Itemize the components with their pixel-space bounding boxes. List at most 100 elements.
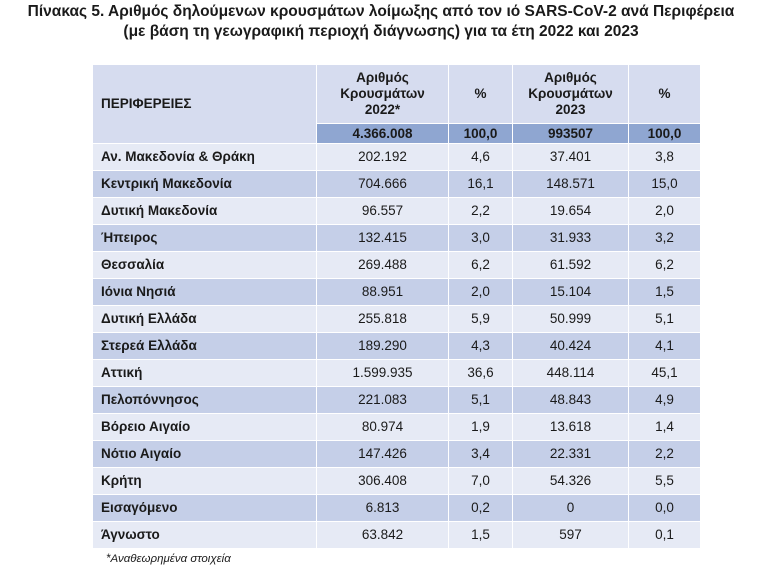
pct-2022-cell: 7,0 [448,467,513,495]
pct-2022-cell: 3,4 [448,440,513,468]
region-cell: Άγνωστο [92,521,317,549]
pct-2023-cell: 5,1 [628,305,701,333]
cases-2023-cell: 148.571 [512,170,629,198]
region-cell: Ιόνια Νησιά [92,278,317,306]
cases-2023-cell: 0 [512,494,629,522]
region-cell: Νότιο Αιγαίο [92,440,317,468]
pct-2023-cell: 1,5 [628,278,701,306]
table-row: Αν. Μακεδονία & Θράκη 202.192 4,6 37.401 3,8 [92,143,701,171]
pct-2023-cell: 3,8 [628,143,701,171]
cases-2023-cell: 22.331 [512,440,629,468]
header-region: ΠΕΡΙΦΕΡΕΙΕΣ [92,64,317,144]
header-pct-2023: % [628,64,701,124]
pct-2022-cell: 1,9 [448,413,513,441]
cases-2023-cell: 13.618 [512,413,629,441]
pct-2023-cell: 4,1 [628,332,701,360]
pct-2022-cell: 6,2 [448,251,513,279]
pct-2022-cell: 3,0 [448,224,513,252]
table-row: Πελοπόννησος 221.083 5,1 48.843 4,9 [92,386,701,414]
pct-2023-cell: 2,2 [628,440,701,468]
cases-2022-cell: 704.666 [316,170,449,198]
table-title: Πίνακας 5. Αριθμός δηλούμενων κρουσμάτων… [0,2,762,42]
table-row: Βόρειο Αιγαίο 80.974 1,9 13.618 1,4 [92,413,701,441]
cases-2022-cell: 306.408 [316,467,449,495]
cases-2022-cell: 6.813 [316,494,449,522]
region-cell: Δυτική Μακεδονία [92,197,317,225]
table-row: Κρήτη 306.408 7,0 54.326 5,5 [92,467,701,495]
pct-2023-cell: 3,2 [628,224,701,252]
table-row: Ήπειρος 132.415 3,0 31.933 3,2 [92,224,701,252]
cases-2022-cell: 202.192 [316,143,449,171]
cases-2022-cell: 1.599.935 [316,359,449,387]
cases-2022-cell: 189.290 [316,332,449,360]
total-pct-2022: 100,0 [448,123,513,144]
cases-2022-cell: 80.974 [316,413,449,441]
cases-2022-cell: 147.426 [316,440,449,468]
cases-2022-cell: 96.557 [316,197,449,225]
region-cell: Βόρειο Αιγαίο [92,413,317,441]
cases-2022-cell: 255.818 [316,305,449,333]
pct-2022-cell: 2,0 [448,278,513,306]
cases-2023-cell: 40.424 [512,332,629,360]
pct-2023-cell: 5,5 [628,467,701,495]
table-row: Δυτική Ελλάδα 255.818 5,9 50.999 5,1 [92,305,701,333]
total-cases-2023: 993507 [512,123,629,144]
cases-2023-cell: 54.326 [512,467,629,495]
cases-2023-cell: 31.933 [512,224,629,252]
header-pct-2022: % [448,64,513,124]
title-line-2: (με βάση τη γεωγραφική περιοχή διάγνωσης… [123,23,639,40]
header-cases-2023: Αριθμός Κρουσμάτων 2023 [512,64,629,124]
cases-2023-cell: 15.104 [512,278,629,306]
region-cell: Θεσσαλία [92,251,317,279]
region-cell: Αττική [92,359,317,387]
pct-2022-cell: 4,6 [448,143,513,171]
pct-2023-cell: 15,0 [628,170,701,198]
table-row: Άγνωστο 63.842 1,5 597 0,1 [92,521,701,549]
pct-2022-cell: 16,1 [448,170,513,198]
table-row: Στερεά Ελλάδα 189.290 4,3 40.424 4,1 [92,332,701,360]
region-cell: Αν. Μακεδονία & Θράκη [92,143,317,171]
pct-2022-cell: 5,9 [448,305,513,333]
table-row: Θεσσαλία 269.488 6,2 61.592 6,2 [92,251,701,279]
cases-table: ΠΕΡΙΦΕΡΕΙΕΣ Αριθμός Κρουσμάτων 2022* % Α… [92,64,701,549]
table-row: Κεντρική Μακεδονία 704.666 16,1 148.571 15,0 [92,170,701,198]
pct-2022-cell: 36,6 [448,359,513,387]
region-cell: Στερεά Ελλάδα [92,332,317,360]
pct-2023-cell: 4,9 [628,386,701,414]
pct-2022-cell: 1,5 [448,521,513,549]
pct-2023-cell: 45,1 [628,359,701,387]
region-cell: Ήπειρος [92,224,317,252]
cases-2022-cell: 269.488 [316,251,449,279]
table-row: Νότιο Αιγαίο 147.426 3,4 22.331 2,2 [92,440,701,468]
region-cell: Δυτική Ελλάδα [92,305,317,333]
cases-2023-cell: 448.114 [512,359,629,387]
cases-2023-cell: 19.654 [512,197,629,225]
header-cases-2022: Αριθμός Κρουσμάτων 2022* [316,64,449,124]
table-body: Αν. Μακεδονία & Θράκη 202.192 4,6 37.401 3,8… [92,143,701,549]
cases-2023-cell: 61.592 [512,251,629,279]
pct-2023-cell: 0,0 [628,494,701,522]
table-row: Δυτική Μακεδονία 96.557 2,2 19.654 2,0 [92,197,701,225]
cases-2022-cell: 221.083 [316,386,449,414]
region-cell: Εισαγόμενο [92,494,317,522]
title-line-1: Πίνακας 5. Αριθμός δηλούμενων κρουσμάτων… [27,3,735,20]
pct-2023-cell: 2,0 [628,197,701,225]
total-cases-2022: 4.366.008 [316,123,449,144]
total-pct-2023: 100,0 [628,123,701,144]
pct-2022-cell: 2,2 [448,197,513,225]
header-row: ΠΕΡΙΦΕΡΕΙΕΣ Αριθμός Κρουσμάτων 2022* % Α… [92,64,701,144]
pct-2022-cell: 4,3 [448,332,513,360]
pct-2023-cell: 0,1 [628,521,701,549]
region-cell: Κεντρική Μακεδονία [92,170,317,198]
pct-2023-cell: 6,2 [628,251,701,279]
table-row: Εισαγόμενο 6.813 0,2 0 0,0 [92,494,701,522]
pct-2022-cell: 0,2 [448,494,513,522]
table-row: Αττική 1.599.935 36,6 448.114 45,1 [92,359,701,387]
totals-row: 4.366.008 100,0 993507 100,0 [93,123,701,144]
cases-2023-cell: 48.843 [512,386,629,414]
table-row: Ιόνια Νησιά 88.951 2,0 15.104 1,5 [92,278,701,306]
cases-2023-cell: 597 [512,521,629,549]
cases-2022-cell: 132.415 [316,224,449,252]
cases-2023-cell: 37.401 [512,143,629,171]
region-cell: Κρήτη [92,467,317,495]
